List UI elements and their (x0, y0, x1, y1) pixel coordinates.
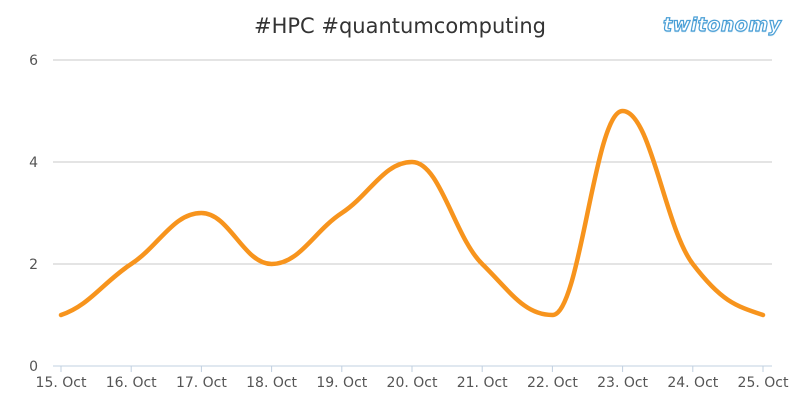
y-axis-ticks: 0 2 4 6 (29, 53, 38, 375)
x-axis: 15. Oct 16. Oct 17. Oct 18. Oct 19. Oct 20. O… (36, 365, 789, 391)
x-tick-label: 20. Oct (387, 375, 438, 391)
x-tick-label: 22. Oct (527, 375, 578, 391)
series-line (58, 108, 766, 318)
y-tick-label: 6 (29, 53, 38, 69)
x-tick-label: 24. Oct (667, 375, 718, 391)
x-tick-label: 23. Oct (597, 375, 648, 391)
twitonomy-logo: twitonomy (662, 13, 782, 36)
x-tick-label: 15. Oct (36, 375, 87, 391)
x-tick-label: 18. Oct (246, 375, 297, 391)
x-tick-label: 19. Oct (316, 375, 367, 391)
series-line-group (58, 108, 766, 318)
x-tick-label: 16. Oct (106, 375, 157, 391)
y-tick-label: 4 (29, 155, 38, 171)
x-tick-label: 17. Oct (176, 375, 227, 391)
x-tick-label: 21. Oct (457, 375, 508, 391)
x-tick-label: 25. Oct (738, 375, 789, 391)
y-tick-label: 2 (29, 257, 38, 273)
chart-title: #HPC #quantumcomputing (253, 14, 546, 38)
y-tick-label: 0 (29, 359, 38, 375)
